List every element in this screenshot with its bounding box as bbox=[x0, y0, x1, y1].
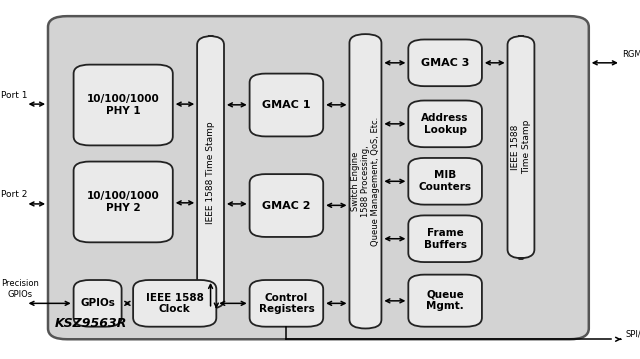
Text: 10/100/1000
PHY 2: 10/100/1000 PHY 2 bbox=[87, 191, 159, 213]
Text: RGMII/MII/RMII: RGMII/MII/RMII bbox=[622, 50, 640, 59]
FancyBboxPatch shape bbox=[408, 158, 482, 205]
Text: 10/100/1000
PHY 1: 10/100/1000 PHY 1 bbox=[87, 94, 159, 116]
Text: MIB
Counters: MIB Counters bbox=[419, 171, 472, 192]
FancyBboxPatch shape bbox=[74, 280, 122, 327]
FancyBboxPatch shape bbox=[74, 65, 173, 145]
Text: GMAC 3: GMAC 3 bbox=[421, 58, 469, 68]
Text: GMAC 1: GMAC 1 bbox=[262, 100, 310, 110]
Text: GMAC 2: GMAC 2 bbox=[262, 201, 310, 210]
FancyBboxPatch shape bbox=[408, 275, 482, 327]
Text: Address
Lookup: Address Lookup bbox=[421, 113, 469, 135]
FancyBboxPatch shape bbox=[133, 280, 216, 327]
Text: Frame
Buffers: Frame Buffers bbox=[424, 228, 467, 250]
Text: GPIOs: GPIOs bbox=[80, 298, 115, 308]
Text: SPI/I²C/MIIM: SPI/I²C/MIIM bbox=[626, 329, 640, 339]
FancyBboxPatch shape bbox=[250, 74, 323, 136]
FancyBboxPatch shape bbox=[48, 16, 589, 339]
Text: Precision
GPIOs: Precision GPIOs bbox=[1, 279, 38, 299]
FancyBboxPatch shape bbox=[250, 280, 323, 327]
Text: Queue
Mgmt.: Queue Mgmt. bbox=[426, 290, 464, 312]
FancyBboxPatch shape bbox=[408, 101, 482, 147]
FancyBboxPatch shape bbox=[349, 34, 381, 328]
FancyBboxPatch shape bbox=[508, 36, 534, 258]
Text: Port 1: Port 1 bbox=[1, 90, 28, 100]
FancyBboxPatch shape bbox=[197, 36, 224, 309]
Text: Switch Engine
1588 Processing,
Queue Management, QoS, Etc.: Switch Engine 1588 Processing, Queue Man… bbox=[351, 117, 380, 246]
Text: Port 2: Port 2 bbox=[1, 190, 28, 200]
Text: Control
Registers: Control Registers bbox=[259, 293, 314, 314]
FancyBboxPatch shape bbox=[250, 174, 323, 237]
Text: IEEE 1588
Time Stamp: IEEE 1588 Time Stamp bbox=[511, 120, 531, 174]
Text: IEEE 1588 Time Stamp: IEEE 1588 Time Stamp bbox=[206, 121, 215, 224]
Text: KSZ9563R: KSZ9563R bbox=[54, 317, 127, 330]
Text: IEEE 1588
Clock: IEEE 1588 Clock bbox=[146, 293, 204, 314]
FancyBboxPatch shape bbox=[408, 39, 482, 86]
FancyBboxPatch shape bbox=[74, 162, 173, 242]
FancyBboxPatch shape bbox=[408, 215, 482, 262]
